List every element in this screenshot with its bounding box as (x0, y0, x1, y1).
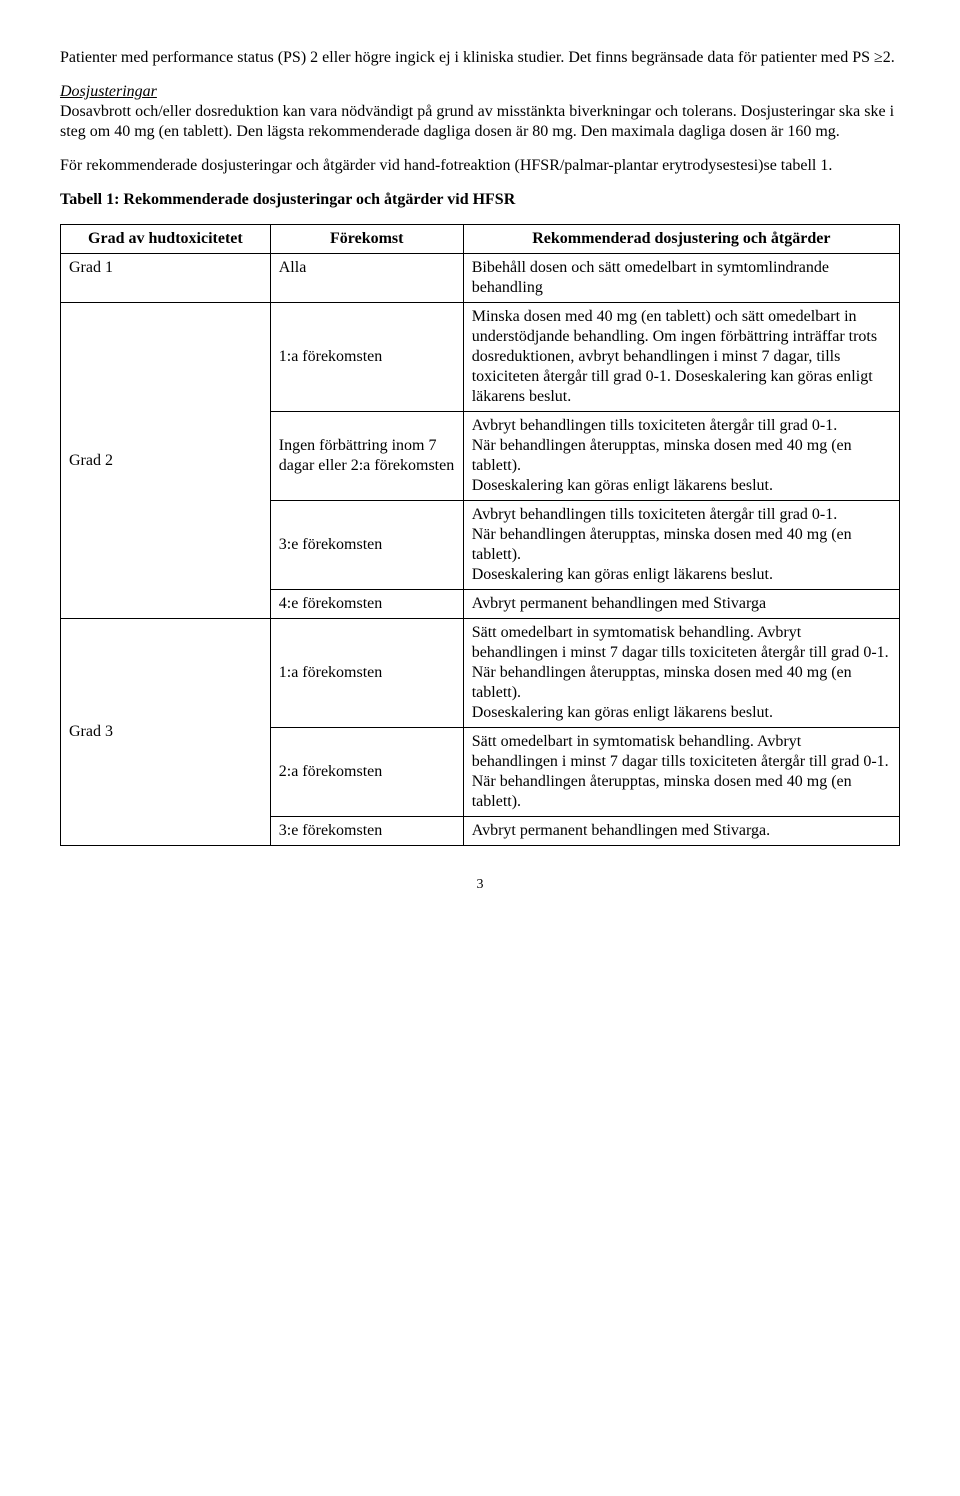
paragraph-ps-status: Patienter med performance status (PS) 2 … (60, 48, 900, 68)
cell-action: Avbryt permanent behandlingen med Stivar… (463, 590, 899, 619)
cell-grade: Grad 3 (61, 619, 271, 846)
page-number: 3 (60, 876, 900, 894)
cell-occurrence: 4:e förekomsten (270, 590, 463, 619)
table-header-occurrence: Förekomst (270, 225, 463, 254)
table-header-row: Grad av hudtoxicitetet Förekomst Rekomme… (61, 225, 900, 254)
cell-action: Sätt omedelbart in symtomatisk behandlin… (463, 619, 899, 728)
cell-grade: Grad 1 (61, 254, 271, 303)
table-header-grade: Grad av hudtoxicitetet (61, 225, 271, 254)
cell-occurrence: 2:a förekomsten (270, 728, 463, 817)
cell-action: Avbryt behandlingen tills toxiciteten åt… (463, 501, 899, 590)
table-row: Grad 1 Alla Bibehåll dosen och sätt omed… (61, 254, 900, 303)
cell-action: Bibehåll dosen och sätt omedelbart in sy… (463, 254, 899, 303)
table-caption: Tabell 1: Rekommenderade dosjusteringar … (60, 190, 900, 210)
cell-action: Minska dosen med 40 mg (en tablett) och … (463, 303, 899, 412)
table-header-action: Rekommenderad dosjustering och åtgärder (463, 225, 899, 254)
cell-occurrence: 3:e förekomsten (270, 501, 463, 590)
cell-action: Sätt omedelbart in symtomatisk behandlin… (463, 728, 899, 817)
cell-occurrence: Ingen förbättring inom 7 dagar eller 2:a… (270, 412, 463, 501)
cell-occurrence: 1:a förekomsten (270, 619, 463, 728)
text-dosjusteringar-body: Dosavbrott och/eller dosreduktion kan va… (60, 103, 894, 140)
cell-occurrence: Alla (270, 254, 463, 303)
cell-action: Avbryt permanent behandlingen med Stivar… (463, 817, 899, 846)
heading-dosjusteringar: Dosjusteringar (60, 83, 157, 100)
paragraph-recommendation: För rekommenderade dosjusteringar och åt… (60, 156, 900, 176)
table-hfsr: Grad av hudtoxicitetet Förekomst Rekomme… (60, 224, 900, 846)
paragraph-dosjusteringar: Dosjusteringar Dosavbrott och/eller dosr… (60, 82, 900, 142)
table-row: Grad 3 1:a förekomsten Sätt omedelbart i… (61, 619, 900, 728)
cell-grade: Grad 2 (61, 303, 271, 619)
table-row: Grad 2 1:a förekomsten Minska dosen med … (61, 303, 900, 412)
cell-action: Avbryt behandlingen tills toxiciteten åt… (463, 412, 899, 501)
cell-occurrence: 3:e förekomsten (270, 817, 463, 846)
cell-occurrence: 1:a förekomsten (270, 303, 463, 412)
